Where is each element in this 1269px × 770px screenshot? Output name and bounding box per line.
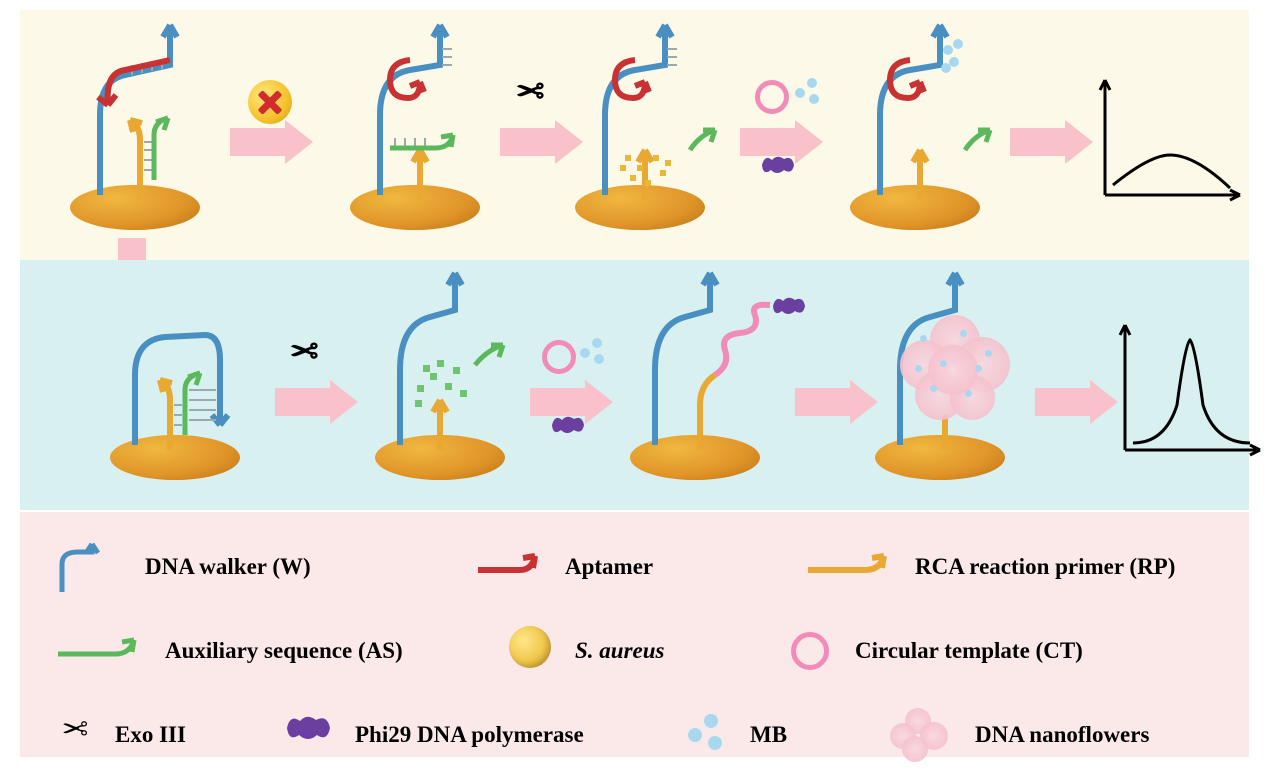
legend-mb: MB xyxy=(680,710,860,760)
construct-top-2 xyxy=(350,20,510,210)
legend-saureus: S. aureus xyxy=(500,626,750,676)
rp-icon xyxy=(800,542,900,592)
legend-nanoflower: DNA nanoflowers xyxy=(890,708,1149,763)
arrow-mid-1 xyxy=(275,380,358,424)
phi29-top xyxy=(757,152,797,178)
legend-aux: Auxiliary sequence (AS) xyxy=(50,626,470,676)
ct-icon xyxy=(780,626,840,676)
legend-aux-label: Auxiliary sequence (AS) xyxy=(165,638,403,664)
legend-walker: DNA walker (W) xyxy=(50,542,440,592)
legend-phi29: Phi29 DNA polymerase xyxy=(280,710,650,760)
nanoflower-product xyxy=(900,315,1010,425)
construct-top-3 xyxy=(575,20,755,210)
scissors-mid: ✂ xyxy=(290,332,319,372)
phi29-icon xyxy=(280,710,340,760)
legend-exo-label: Exo III xyxy=(115,722,186,748)
legend-rp: RCA reaction primer (RP) xyxy=(800,542,1175,592)
legend-phi29-label: Phi29 DNA polymerase xyxy=(355,722,584,748)
legend-rp-label: RCA reaction primer (RP) xyxy=(915,554,1175,580)
construct-mid-1 xyxy=(110,285,270,465)
walker-icon xyxy=(50,542,130,592)
chart-mid-peak xyxy=(1115,315,1265,465)
legend-row-3: ✂ Exo III Phi29 DNA polymerase MB xyxy=(50,700,1219,770)
legend-walker-label: DNA walker (W) xyxy=(145,554,311,580)
construct-mid-2 xyxy=(375,265,545,465)
ct-ring-mid xyxy=(542,340,576,374)
aptamer-icon xyxy=(470,542,550,592)
legend-saureus-label: S. aureus xyxy=(575,638,664,664)
legend-mb-label: MB xyxy=(750,722,787,748)
legend-panel: DNA walker (W) Aptamer RCA reaction prim… xyxy=(20,512,1249,757)
mid-pathway-panel: ✂ xyxy=(20,260,1249,510)
construct-top-4 xyxy=(850,20,1030,210)
aux-icon xyxy=(50,626,150,676)
arrow-top-2 xyxy=(500,120,583,164)
arrow-top-4 xyxy=(1010,120,1093,164)
chart-top-low xyxy=(1095,70,1245,210)
legend-row-2: Auxiliary sequence (AS) S. aureus Circul… xyxy=(50,616,1219,686)
mb-cluster-top xyxy=(795,78,825,108)
saureus-icon xyxy=(500,626,560,676)
legend-aptamer: Aptamer xyxy=(470,542,770,592)
mb-icon xyxy=(680,710,735,760)
phi29-mid xyxy=(547,412,587,438)
arrow-mid-3 xyxy=(795,380,878,424)
arrow-mid-4 xyxy=(1035,380,1118,424)
mb-cluster-mid xyxy=(580,338,610,368)
top-pathway-panel: ✂ xyxy=(20,10,1249,260)
legend-ct-label: Circular template (CT) xyxy=(855,638,1083,664)
legend-aptamer-label: Aptamer xyxy=(565,554,653,580)
construct-mid-3 xyxy=(630,265,820,465)
scissors-top: ✂ xyxy=(516,72,545,112)
legend-exo: ✂ Exo III xyxy=(50,710,250,760)
exo-icon: ✂ xyxy=(50,710,100,760)
legend-ct: Circular template (CT) xyxy=(780,626,1083,676)
nanoflower-icon xyxy=(890,708,960,763)
legend-row-1: DNA walker (W) Aptamer RCA reaction prim… xyxy=(50,532,1219,602)
ct-ring-top xyxy=(755,80,789,114)
construct-top-1 xyxy=(70,20,230,210)
legend-nanoflower-label: DNA nanoflowers xyxy=(975,722,1149,748)
x-badge xyxy=(248,80,292,124)
arrow-top-1 xyxy=(230,120,313,164)
